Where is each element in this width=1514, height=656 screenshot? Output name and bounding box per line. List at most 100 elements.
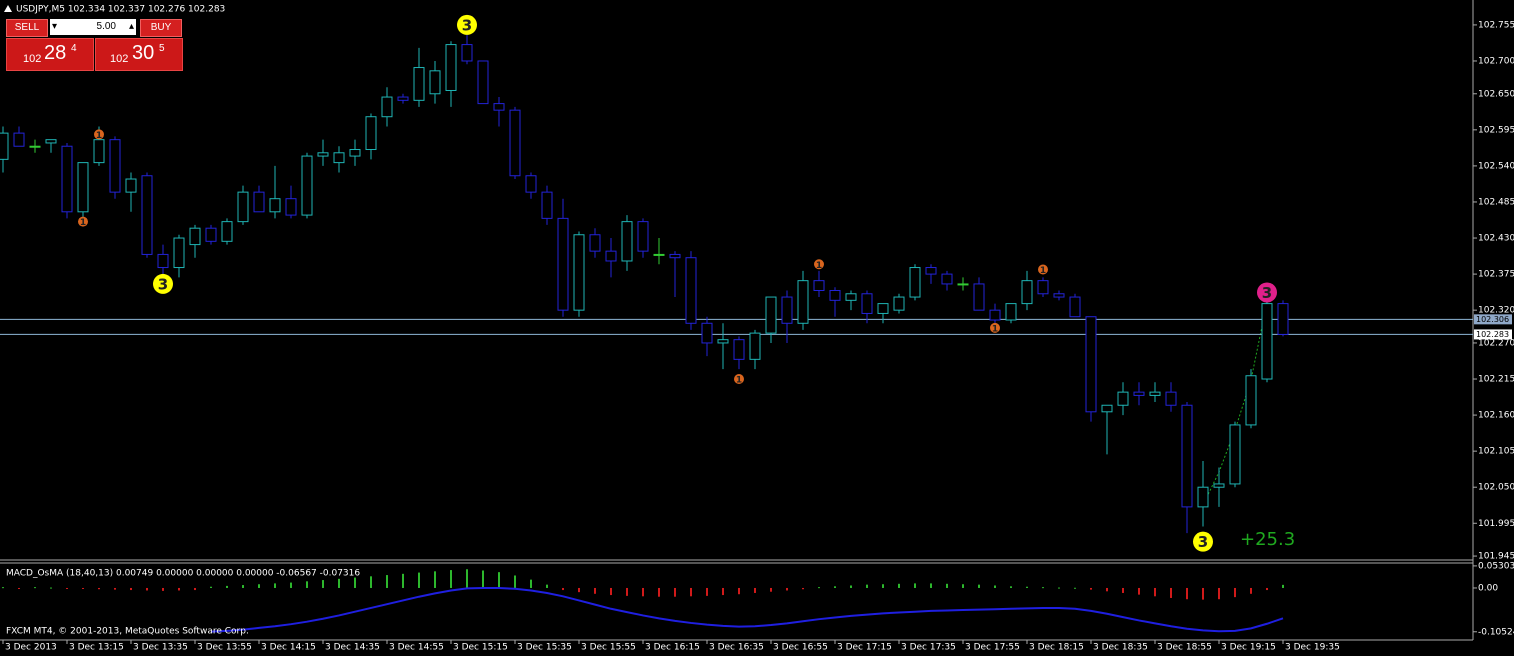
x-tick-label: 3 Dec 13:35 xyxy=(133,643,188,653)
marker-label: 3 xyxy=(158,275,168,293)
histogram-bar xyxy=(66,587,68,589)
histogram-bar xyxy=(1122,587,1124,593)
candle-body xyxy=(1165,391,1177,406)
x-tick-label: 3 Dec 17:15 xyxy=(837,643,892,653)
lot-input[interactable]: ▾ 5.00 ▴ xyxy=(50,19,136,35)
histogram-bar xyxy=(306,581,308,588)
bid-main: 28 xyxy=(44,42,67,64)
ask-frac: 5 xyxy=(159,43,165,54)
candle-body xyxy=(717,339,729,344)
marker xyxy=(78,216,88,227)
histogram-bar xyxy=(1266,587,1268,591)
x-tick-label: 3 Dec 2013 xyxy=(5,643,57,653)
candle-body xyxy=(525,175,537,193)
histogram-bar xyxy=(1090,587,1092,590)
histogram-bar xyxy=(354,577,356,588)
histogram-bar xyxy=(802,587,804,590)
histogram-bar xyxy=(418,572,420,588)
histogram-bar xyxy=(594,587,596,594)
histogram-bar xyxy=(450,570,452,588)
histogram-bar xyxy=(290,582,292,588)
marker xyxy=(990,322,1000,333)
x-tick-label: 3 Dec 13:15 xyxy=(69,643,124,653)
candle-body xyxy=(0,132,9,160)
histogram-bar xyxy=(818,587,820,589)
histogram-bar xyxy=(466,569,468,588)
candle-body xyxy=(1197,486,1209,508)
histogram-bar xyxy=(866,584,868,588)
marker xyxy=(814,259,824,270)
candle-body xyxy=(813,280,825,291)
candle-body xyxy=(541,191,553,219)
candle-body xyxy=(381,96,393,118)
histogram-bar xyxy=(722,587,724,596)
histogram-bar xyxy=(434,571,436,588)
histogram-bar xyxy=(786,587,788,591)
candle-body xyxy=(13,132,25,147)
candle-body xyxy=(429,70,441,95)
bid-price[interactable]: 102 28 4 xyxy=(6,38,94,71)
ask-price[interactable]: 102 30 5 xyxy=(95,38,183,71)
candle-body xyxy=(1133,391,1145,396)
histogram-bar xyxy=(850,585,852,588)
candle-body xyxy=(285,198,297,216)
candle-body xyxy=(589,234,601,252)
histogram-bar xyxy=(114,587,116,590)
histogram-bar xyxy=(770,587,772,592)
histogram-bar xyxy=(562,587,564,591)
histogram-bar xyxy=(578,587,580,593)
candle-body xyxy=(253,191,265,213)
candle-body xyxy=(605,250,617,262)
candle-body xyxy=(301,155,313,216)
histogram-bar xyxy=(242,585,244,588)
candle-body xyxy=(221,221,233,242)
histogram-bar xyxy=(610,587,612,596)
candle-body xyxy=(925,267,937,275)
marker-label: 1 xyxy=(80,218,86,228)
x-tick-label: 3 Dec 18:15 xyxy=(1029,643,1084,653)
candle-body xyxy=(877,303,889,314)
candle-body xyxy=(1245,375,1257,426)
candle-body xyxy=(973,283,985,311)
y-tick-label: 102.595 xyxy=(1478,125,1514,135)
histogram-bar xyxy=(226,585,228,588)
x-tick-label: 3 Dec 14:55 xyxy=(389,643,444,653)
candle-body xyxy=(557,217,569,311)
sell-button[interactable]: SELL xyxy=(6,19,48,37)
y-tick-label: 102.650 xyxy=(1478,89,1514,99)
marker-label: 1 xyxy=(992,324,998,334)
histogram-bar xyxy=(2,587,4,589)
price-tag-label: 102.306 xyxy=(1476,315,1509,324)
candle-body xyxy=(653,253,665,256)
candle-body xyxy=(29,145,41,148)
histogram-bar xyxy=(18,587,20,589)
marker xyxy=(94,129,104,140)
histogram-bar xyxy=(402,573,404,588)
histogram-bar xyxy=(978,584,980,588)
y-tick-label: 102.540 xyxy=(1478,161,1514,171)
candle-body xyxy=(349,149,361,157)
x-tick-label: 3 Dec 18:55 xyxy=(1157,643,1212,653)
histogram-bar xyxy=(834,586,836,588)
candle-body xyxy=(365,116,377,151)
histogram-bar xyxy=(530,579,532,588)
histogram-bar xyxy=(50,587,52,589)
histogram-bar xyxy=(546,584,548,588)
candle-body xyxy=(749,332,761,360)
marker xyxy=(734,374,744,385)
buy-button[interactable]: BUY xyxy=(140,19,182,37)
bid-frac: 4 xyxy=(71,43,77,54)
histogram-bar xyxy=(1154,587,1156,597)
histogram-bar xyxy=(946,583,948,588)
histogram-bar xyxy=(1074,587,1076,589)
y-tick-label: 0.05303 xyxy=(1478,561,1514,571)
candle-body xyxy=(845,293,857,301)
candle-body xyxy=(173,237,185,269)
chart-title: USDJPY,M5 102.334 102.337 102.276 102.28… xyxy=(16,5,225,15)
histogram-bar xyxy=(322,580,324,588)
candle-body xyxy=(269,198,281,213)
candle-body xyxy=(1085,316,1097,413)
candle-body xyxy=(1261,303,1273,380)
marker-label: 1 xyxy=(816,261,822,271)
